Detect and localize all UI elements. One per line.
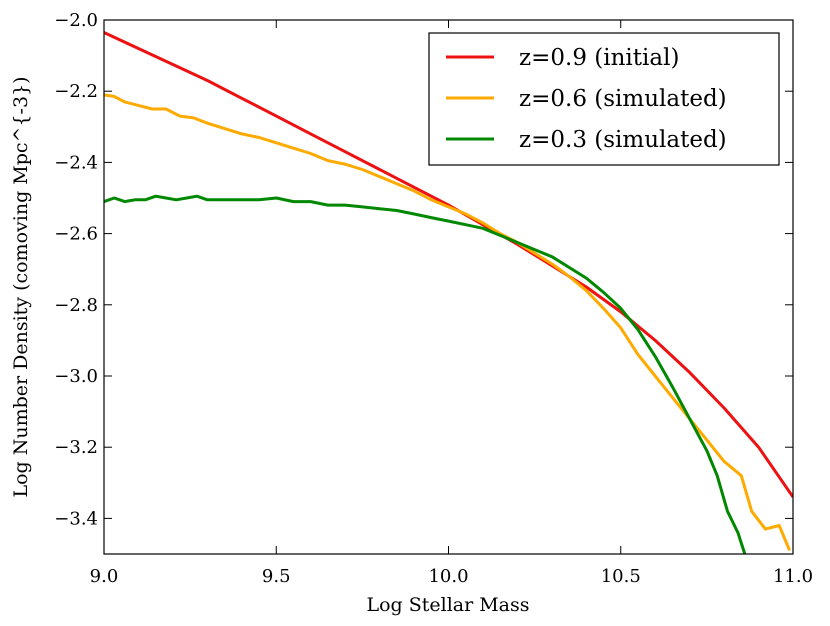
y-axis-label: Log Number Density (comoving Mpc^{-3}) <box>10 76 32 497</box>
series-layer <box>104 31 793 554</box>
plot-frame <box>103 19 794 555</box>
y-tick-label: −3.2 <box>54 437 98 458</box>
legend: z=0.9 (initial) z=0.6 (simulated) z=0.3 … <box>428 32 780 166</box>
y-tick-label: −2.6 <box>54 224 98 245</box>
legend-label-initial: z=0.9 (initial) <box>519 45 679 71</box>
x-axis-label: Log Stellar Mass <box>366 594 529 616</box>
ticks-layer: 9.0 9.5 10.0 10.5 11.0 −2.0 −2.2 −2.4 −2.6 −2.8 −3… <box>54 10 813 587</box>
x-tick-label: 10.0 <box>428 566 468 587</box>
y-tick-label: −2.8 <box>54 295 98 316</box>
series-line-initial <box>104 31 793 498</box>
legend-label-z03: z=0.3 (simulated) <box>519 127 727 153</box>
y-tick-label: −2.2 <box>54 81 98 102</box>
x-tick-label: 9.0 <box>90 566 119 587</box>
y-tick-label: −3.0 <box>54 366 98 387</box>
x-tick-label: 11.0 <box>773 566 813 587</box>
x-tick-label: 9.5 <box>262 566 291 587</box>
y-tick-label: −2.4 <box>54 152 98 173</box>
y-tick-label: −2.0 <box>54 10 98 31</box>
y-tick-label: −3.4 <box>54 508 98 529</box>
x-tick-label: 10.5 <box>601 566 641 587</box>
legend-label-z06: z=0.6 (simulated) <box>519 86 727 112</box>
series-line-z03 <box>104 194 747 554</box>
